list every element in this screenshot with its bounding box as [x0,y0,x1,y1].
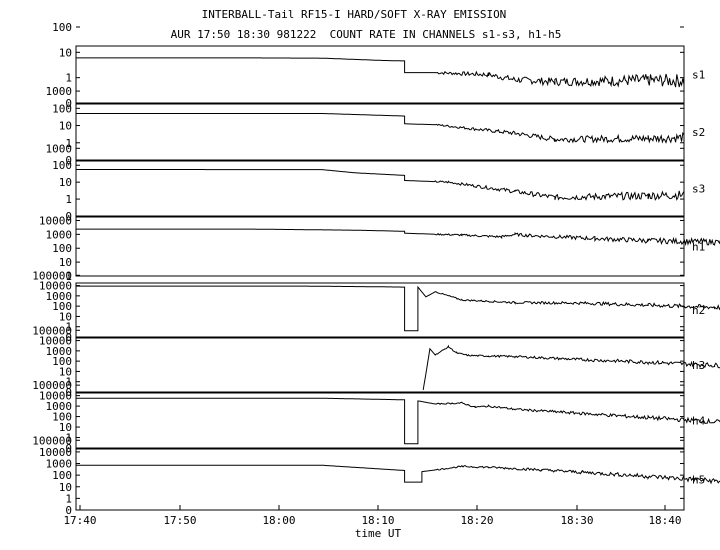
y-tick-label: 10000 [39,214,72,227]
y-tick-label: 100 [52,242,72,255]
x-tick-label: 17:40 [63,514,96,527]
y-tick-label: 100000 [32,324,72,337]
y-tick-label: 1 [65,193,72,206]
y-tick-label: 10 [59,365,72,378]
y-tick-label: 1 [65,137,72,150]
chart-title: INTERBALL-Tail RF15-I HARD/SOFT X-RAY EM… [202,8,507,21]
x-axis: 17:40 17:50 18:00 18:10 18:20 18:30 18:40 [63,505,682,527]
chart-panels: 1001010s110001001010s210001001010s310000… [32,21,720,517]
series-label-h4: h4 [692,415,706,428]
y-tick-label: 100 [52,300,72,313]
series-line-h1 [76,228,720,246]
y-tick-label: 1000 [46,228,73,241]
y-tick-label: 10 [59,256,72,269]
series-label-h5: h5 [692,474,705,487]
panel-frame [75,45,685,104]
series-line-h4 [76,397,720,445]
series-label-s3: s3 [692,183,705,196]
series-line-h3 [422,344,720,390]
series-line-h2 [76,285,720,332]
y-tick-label: 10 [59,176,72,189]
y-tick-label: 1000 [46,142,73,155]
y-tick-label: 10 [59,46,72,59]
y-tick-label: 10 [59,481,72,494]
panel-frame [75,282,685,338]
x-tick-label: 18:00 [262,514,295,527]
y-tick-label: 100 [52,411,72,424]
y-tick-label: 100 [52,355,72,368]
y-tick-label: 1 [65,376,72,389]
y-tick-label: 1 [65,492,72,505]
x-tick-label: 17:50 [163,514,196,527]
y-tick-label: 1000 [46,290,73,303]
panel-frame [75,103,685,161]
series-line-h5 [76,464,720,485]
series-line-s2 [76,113,685,144]
y-tick-label: 0 [65,504,72,517]
panel-frame [75,216,685,277]
y-tick-label: 100 [52,469,72,482]
series-label-s1: s1 [692,69,705,82]
series-line-s1 [76,57,685,88]
y-tick-label: 1000 [46,345,73,358]
series-label-h1: h1 [692,241,705,254]
series-label-h3: h3 [692,359,705,372]
y-tick-label: 10000 [39,446,72,459]
y-tick-label: 10000 [39,335,72,348]
series-line-s3 [76,169,685,201]
y-tick-label: 1000 [46,400,73,413]
y-tick-label: 0 [65,331,72,344]
y-tick-label: 1 [65,432,72,445]
y-tick-label: 100000 [32,269,72,282]
y-tick-label: 1000 [46,458,73,471]
panel-frame [75,337,685,393]
y-tick-label: 10 [59,421,72,434]
y-tick-label: 10000 [39,280,72,293]
panel-frame [75,160,685,217]
series-label-s2: s2 [692,126,705,139]
y-tick-label: 100 [52,102,72,115]
x-tick-label: 18:40 [648,514,681,527]
y-tick-label: 0 [65,210,72,223]
panel-frame [75,392,685,449]
y-tick-label: 100 [52,21,72,34]
y-tick-label: 0 [65,154,72,167]
x-axis-label: time UT [355,527,402,540]
x-tick-label: 18:10 [361,514,394,527]
y-tick-label: 10 [59,310,72,323]
y-tick-label: 1 [65,321,72,334]
y-tick-label: 10000 [39,390,72,403]
y-tick-label: 100000 [32,379,72,392]
y-tick-label: 0 [65,97,72,110]
y-tick-label: 1 [65,270,72,283]
y-tick-label: 1 [65,72,72,85]
y-tick-label: 0 [65,442,72,455]
chart-subtitle: AUR 17:50 18:30 981222 COUNT RATE IN CHA… [171,28,562,41]
x-tick-label: 18:20 [460,514,493,527]
y-tick-label: 100000 [32,434,72,447]
y-tick-label: 1000 [46,85,73,98]
y-tick-label: 100 [52,159,72,172]
x-tick-label: 18:30 [560,514,593,527]
panel-frame [75,448,685,511]
y-tick-label: 0 [65,386,72,399]
y-tick-label: 10 [59,120,72,133]
